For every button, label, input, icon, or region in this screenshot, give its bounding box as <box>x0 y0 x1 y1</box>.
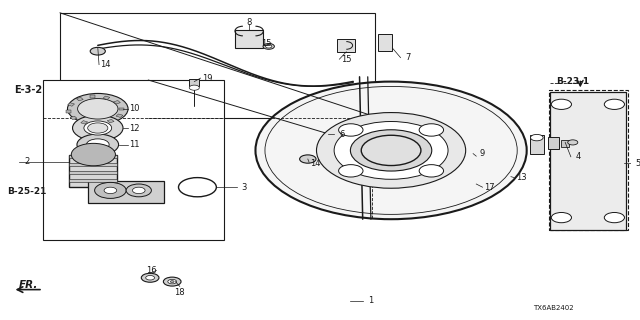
Circle shape <box>163 277 181 286</box>
Bar <box>68 103 74 106</box>
Text: FR.: FR. <box>19 280 38 291</box>
Text: B-25-21: B-25-21 <box>8 188 47 196</box>
Circle shape <box>334 122 448 179</box>
Circle shape <box>168 279 177 284</box>
Bar <box>76 97 83 101</box>
Bar <box>66 110 71 113</box>
Bar <box>69 155 117 187</box>
Circle shape <box>95 182 126 198</box>
Text: 12: 12 <box>129 124 140 132</box>
Circle shape <box>531 134 543 141</box>
Text: 14: 14 <box>310 159 321 168</box>
Circle shape <box>141 273 159 282</box>
Text: 15: 15 <box>340 55 351 64</box>
Text: 14: 14 <box>100 60 110 68</box>
Bar <box>189 79 199 86</box>
Circle shape <box>551 99 572 109</box>
Circle shape <box>551 212 572 223</box>
Text: 4: 4 <box>576 152 581 161</box>
Bar <box>95 122 100 125</box>
Circle shape <box>367 138 415 163</box>
Text: 1: 1 <box>368 296 373 305</box>
Bar <box>70 116 77 120</box>
Circle shape <box>255 82 527 219</box>
Bar <box>103 96 109 100</box>
Circle shape <box>361 135 421 165</box>
Text: 16: 16 <box>146 266 156 275</box>
Circle shape <box>604 99 625 109</box>
Circle shape <box>266 45 272 48</box>
Bar <box>550 92 626 230</box>
Bar <box>113 100 120 104</box>
Text: 18: 18 <box>175 288 185 297</box>
Text: 3: 3 <box>241 183 247 192</box>
Text: 6: 6 <box>339 130 345 139</box>
Bar <box>90 95 95 98</box>
Circle shape <box>263 44 275 49</box>
Circle shape <box>339 124 363 136</box>
Bar <box>88 181 164 203</box>
Text: TX6AB2402: TX6AB2402 <box>533 305 573 311</box>
Bar <box>69 163 117 166</box>
Circle shape <box>189 85 199 90</box>
Circle shape <box>378 144 404 157</box>
Bar <box>530 135 544 154</box>
Circle shape <box>604 212 625 223</box>
Text: 5: 5 <box>636 159 640 168</box>
Circle shape <box>419 165 444 177</box>
Text: 7: 7 <box>406 53 411 62</box>
Text: 8: 8 <box>246 18 252 27</box>
Bar <box>60 13 375 118</box>
Circle shape <box>67 93 128 124</box>
Circle shape <box>419 124 444 136</box>
Bar <box>69 155 117 158</box>
Text: 9: 9 <box>479 149 484 158</box>
Bar <box>561 140 569 147</box>
Circle shape <box>146 276 154 280</box>
Text: 2: 2 <box>24 157 29 166</box>
Bar <box>548 90 628 230</box>
Circle shape <box>77 134 118 155</box>
Text: 17: 17 <box>484 183 495 192</box>
Bar <box>108 119 114 123</box>
Text: 19: 19 <box>202 74 212 83</box>
Text: E-3-2: E-3-2 <box>14 84 42 95</box>
Circle shape <box>339 165 363 177</box>
Text: B-23-1: B-23-1 <box>556 77 589 86</box>
Circle shape <box>170 281 174 283</box>
Bar <box>116 114 123 117</box>
Circle shape <box>90 47 106 55</box>
Circle shape <box>86 139 109 150</box>
Circle shape <box>72 115 123 141</box>
Text: 15: 15 <box>260 39 271 48</box>
Circle shape <box>84 121 111 135</box>
Circle shape <box>350 130 432 171</box>
Circle shape <box>71 143 115 166</box>
Text: 13: 13 <box>516 173 527 182</box>
Text: 10: 10 <box>129 104 140 113</box>
Bar <box>69 171 117 174</box>
Bar <box>378 34 392 51</box>
Bar <box>547 137 559 149</box>
Bar <box>69 179 117 182</box>
Bar <box>337 39 355 52</box>
Circle shape <box>300 155 316 163</box>
Bar <box>236 30 263 48</box>
Bar <box>119 108 124 110</box>
Circle shape <box>104 187 116 194</box>
Bar <box>43 80 224 240</box>
Text: 11: 11 <box>129 140 140 149</box>
Circle shape <box>132 187 145 194</box>
Circle shape <box>88 123 108 133</box>
Circle shape <box>77 99 118 119</box>
Circle shape <box>126 184 152 197</box>
Circle shape <box>568 140 578 145</box>
Circle shape <box>317 113 466 188</box>
Bar <box>81 121 88 124</box>
